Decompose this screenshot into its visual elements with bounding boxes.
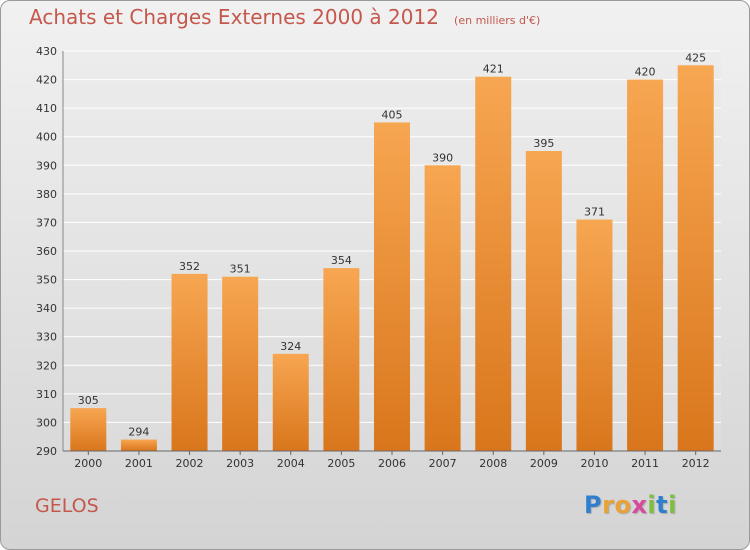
y-tick-label: 380: [36, 188, 57, 201]
y-tick-label: 340: [36, 302, 57, 315]
bar: [525, 151, 562, 451]
y-tick-label: 360: [36, 245, 57, 258]
brand-letter: o: [614, 491, 632, 519]
x-tick-label: 2007: [429, 457, 457, 470]
y-tick-label: 300: [36, 416, 57, 429]
data-label: 421: [483, 63, 504, 76]
x-tick-label: 2011: [631, 457, 659, 470]
brand-letter: r: [602, 491, 615, 519]
x-tick-label: 2009: [530, 457, 558, 470]
bar: [272, 353, 309, 451]
data-label: 352: [179, 260, 200, 273]
y-tick-label: 370: [36, 216, 57, 229]
data-label: 420: [635, 66, 656, 79]
y-tick-label: 310: [36, 388, 57, 401]
x-tick-label: 2005: [327, 457, 355, 470]
data-label: 395: [533, 137, 554, 150]
data-label: 324: [280, 340, 301, 353]
x-tick-label: 2010: [580, 457, 608, 470]
data-label: 294: [128, 426, 149, 439]
plot-area: 290 300 310 320 330 340 350 360 370 380 390 400 410 4…: [36, 45, 721, 470]
bar: [424, 165, 461, 452]
brand-letter: P: [584, 491, 603, 519]
y-tick-label: 390: [36, 159, 57, 172]
x-tick-label: 2004: [277, 457, 305, 470]
chart-subtitle: (en milliers d'€): [454, 14, 541, 27]
y-tick-label: 410: [36, 102, 57, 115]
bar: [323, 268, 360, 451]
chart-title-block: Achats et Charges Externes 2000 à 2012 (…: [29, 5, 540, 29]
x-tick-label: 2012: [682, 457, 710, 470]
bar: [627, 79, 664, 452]
y-tick-label: 430: [36, 45, 57, 58]
data-label: 305: [78, 394, 99, 407]
bar: [677, 65, 714, 452]
x-tick-label: 2008: [479, 457, 507, 470]
y-tick-label: 290: [36, 445, 57, 458]
x-tick-label: 2000: [74, 457, 102, 470]
data-label: 351: [230, 263, 251, 276]
brand-letter: i: [647, 491, 657, 519]
data-label: 390: [432, 151, 453, 164]
y-tick-label: 330: [36, 331, 57, 344]
data-label: 405: [382, 108, 403, 121]
bar: [475, 76, 512, 451]
x-tick-label: 2003: [226, 457, 254, 470]
bar: [120, 439, 157, 451]
data-label: 371: [584, 206, 605, 219]
x-tick-label: 2006: [378, 457, 406, 470]
x-tick-label: 2002: [176, 457, 204, 470]
bar: [70, 408, 107, 451]
y-tick-label: 400: [36, 131, 57, 144]
bar: [222, 276, 259, 451]
bar: [576, 219, 613, 451]
bar: [171, 273, 208, 451]
data-label: 425: [685, 51, 706, 64]
bar: [374, 122, 410, 451]
location-label: GELOS: [35, 495, 99, 517]
brand-letter: i: [668, 491, 677, 519]
brand-letter: x: [631, 491, 648, 519]
brand-logo: Proxiti: [584, 491, 677, 519]
data-label: 354: [331, 254, 352, 267]
brand-letter: t: [656, 491, 669, 519]
y-tick-label: 320: [36, 359, 57, 372]
chart-title: Achats et Charges Externes 2000 à 2012: [29, 5, 439, 29]
y-tick-label: 420: [36, 74, 57, 87]
y-tick-label: 350: [36, 274, 57, 287]
x-tick-label: 2001: [125, 457, 153, 470]
